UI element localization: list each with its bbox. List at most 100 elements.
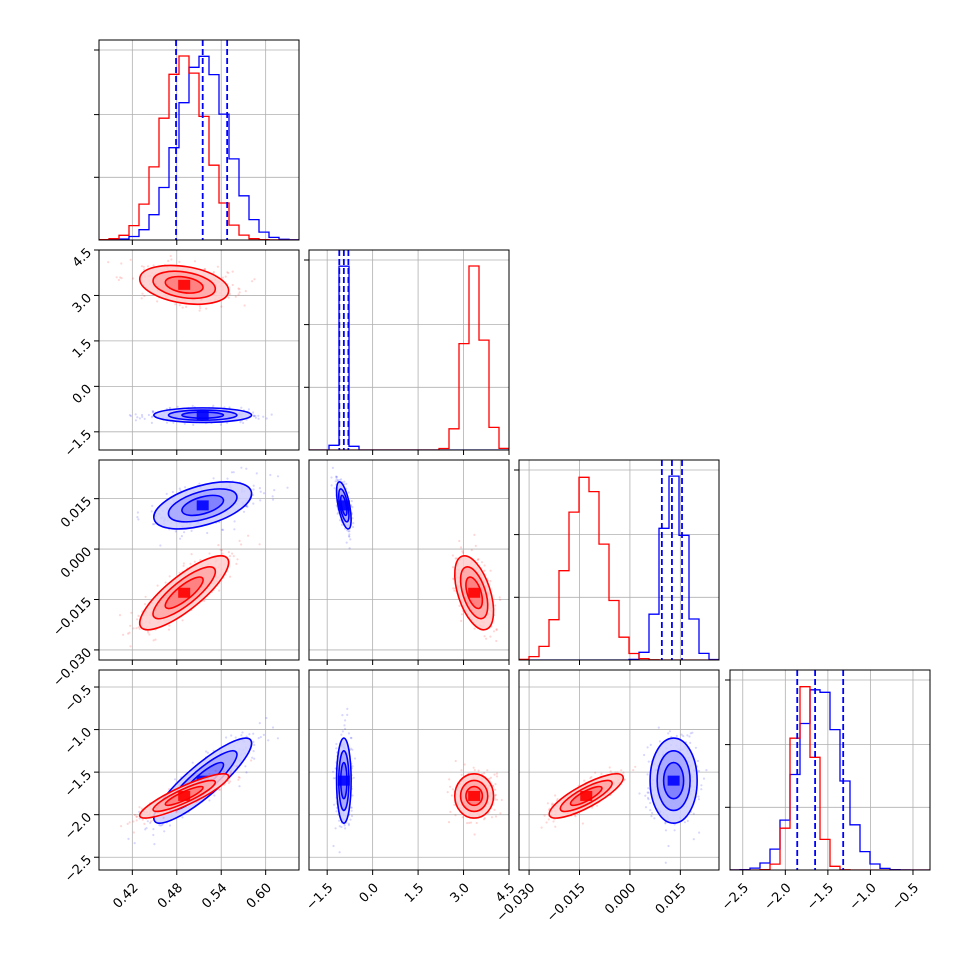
sample-point [151, 411, 154, 414]
sample-point [351, 748, 354, 751]
sample-point [208, 772, 211, 775]
sample-point [680, 733, 683, 736]
sample-point [488, 777, 491, 780]
sample-point [214, 769, 217, 773]
sample-point [253, 743, 256, 747]
sample-point [191, 404, 194, 407]
sample-point [551, 803, 554, 806]
contour-line [153, 737, 253, 824]
scatter-panel [99, 670, 299, 870]
sample-point [243, 304, 246, 307]
sample-point [240, 734, 243, 737]
sample-point [705, 769, 708, 772]
sample-point [341, 714, 344, 717]
sample-point [143, 417, 146, 420]
sample-point [259, 736, 262, 739]
sample-point [198, 309, 201, 312]
sample-point [246, 505, 249, 508]
sample-point [473, 833, 476, 836]
sample-point [483, 772, 486, 775]
sample-point [658, 740, 662, 743]
histogram-blue [309, 265, 509, 450]
sample-point [647, 798, 650, 801]
sample-point [129, 645, 132, 648]
sample-point [245, 467, 248, 470]
sample-point [483, 635, 486, 638]
sample-point [120, 262, 123, 265]
sample-point [347, 732, 350, 735]
sample-point [451, 566, 455, 569]
sample-point [495, 639, 498, 643]
sample-point [219, 548, 222, 552]
sample-point [477, 769, 480, 772]
sample-point [168, 788, 171, 791]
sample-point [683, 821, 687, 824]
sample-point [344, 727, 347, 730]
sample-point [221, 276, 224, 279]
sample-point [232, 555, 235, 558]
sample-point [460, 613, 464, 616]
sample-point [697, 795, 700, 798]
sample-point [352, 522, 355, 525]
sample-point [345, 541, 348, 544]
sample-point [208, 552, 211, 555]
sample-point [182, 562, 185, 565]
sample-point [181, 816, 184, 819]
sample-point [473, 769, 476, 772]
sample-point [232, 471, 235, 474]
sample-point [190, 529, 193, 533]
sample-point [252, 740, 255, 744]
sample-point [239, 421, 242, 424]
sample-point [335, 742, 338, 746]
sample-point [167, 259, 170, 262]
contour-line [152, 779, 217, 813]
sample-point [341, 730, 344, 733]
sample-point [448, 778, 451, 781]
sample-point [480, 561, 484, 564]
sample-point [158, 824, 161, 827]
sample-point [167, 628, 171, 631]
sample-point [132, 820, 135, 823]
sample-point [230, 770, 233, 773]
sample-point [206, 751, 209, 754]
sample-point [152, 828, 155, 831]
sample-point [651, 811, 654, 815]
sample-point [193, 560, 196, 563]
sample-point [347, 534, 351, 538]
sample-point [142, 265, 145, 268]
sample-point [132, 277, 135, 280]
sample-point [127, 632, 130, 635]
sample-point [352, 525, 355, 529]
sample-point [218, 589, 221, 592]
panel-frame [98, 669, 300, 871]
sample-point [351, 794, 354, 797]
sample-point [184, 486, 187, 489]
sample-point [644, 806, 648, 809]
sample-point [346, 707, 349, 711]
sample-point [180, 535, 183, 538]
density-peak [667, 775, 680, 786]
sample-point [221, 528, 224, 531]
sample-point [330, 476, 333, 479]
sample-point [348, 533, 351, 536]
sample-point [226, 271, 229, 274]
sample-point [242, 421, 245, 425]
density-peak [178, 279, 191, 290]
histogram-panel [519, 460, 719, 660]
contour-line [167, 488, 238, 523]
sample-point [450, 794, 453, 797]
sample-point [251, 280, 254, 283]
sample-point [273, 489, 276, 492]
histogram-red [99, 55, 299, 240]
sample-point [583, 779, 586, 782]
sample-point [137, 614, 140, 618]
sample-point [120, 825, 123, 828]
sample-point [697, 769, 701, 773]
sample-point [347, 824, 350, 827]
sample-point [159, 824, 162, 827]
sample-point [147, 413, 150, 417]
sample-point [252, 502, 255, 505]
sample-point [336, 512, 339, 515]
density-peak [468, 587, 481, 598]
contour-line [152, 566, 217, 620]
